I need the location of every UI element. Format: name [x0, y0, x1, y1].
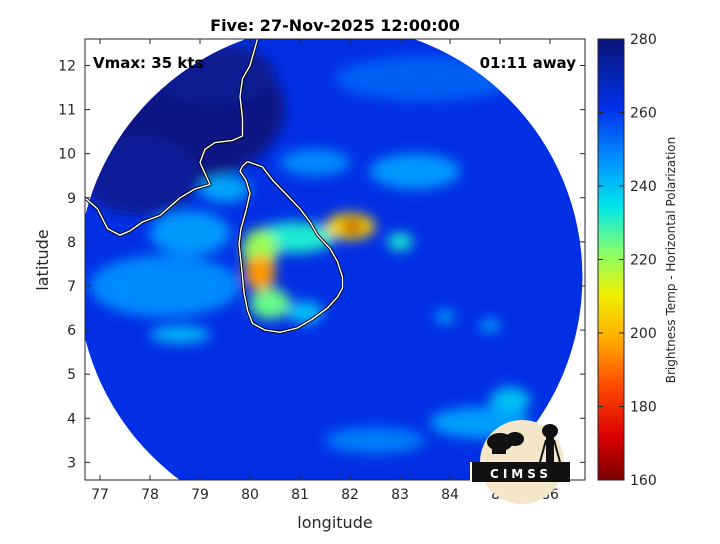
y-tick-label: 4	[67, 411, 76, 427]
x-tick-label: 84	[441, 487, 459, 503]
colorbar-tick-label: 160	[630, 473, 657, 489]
y-axis-label: latitude	[33, 229, 52, 290]
y-tick-label: 7	[67, 279, 76, 295]
y-tick-label: 3	[67, 455, 76, 471]
plot-area	[85, 39, 585, 480]
field-blob-21	[480, 319, 500, 333]
y-tick-label: 6	[67, 323, 76, 339]
y-tick-label: 12	[58, 58, 76, 74]
colorbar-label: Brightness Temp - Horizontal Polarizatio…	[664, 137, 678, 384]
y-tick-label: 8	[67, 235, 76, 251]
coastlines	[85, 39, 345, 334]
colorbar-tick-label: 200	[630, 326, 657, 342]
y-tick-label: 11	[58, 103, 76, 119]
vmax-annotation: Vmax: 35 kts	[93, 54, 203, 72]
field-blob-17	[150, 325, 210, 344]
field-blob-7	[280, 149, 350, 176]
field-blob-15	[250, 288, 290, 320]
x-tick-label: 79	[191, 487, 209, 503]
colorbar-tick-label: 280	[630, 32, 657, 48]
field-blob-3	[90, 255, 240, 317]
field-blob-8	[370, 153, 460, 189]
x-tick-label: 81	[291, 487, 309, 503]
x-axis-label: longitude	[297, 513, 372, 532]
colorbar-ticks: 160 180 200 220 240 260 280	[598, 32, 657, 489]
field-blob-18	[490, 387, 530, 414]
field-blob-20	[325, 427, 425, 454]
y-tick-label: 5	[67, 367, 76, 383]
colorbar-tick-label: 240	[630, 179, 657, 195]
cimss-logo: CIMSS	[470, 420, 570, 504]
field-blob-11	[342, 219, 363, 234]
x-tick-label: 77	[91, 487, 109, 503]
field-blob-16	[287, 301, 323, 324]
field-blob-12	[387, 233, 413, 251]
x-tick-label: 83	[391, 487, 409, 503]
x-tick-label: 82	[341, 487, 359, 503]
coastline-india	[85, 39, 259, 236]
y-axis: 3 4 5 6 7 8 9 10 11 12	[58, 58, 585, 471]
y-tick-label: 10	[58, 147, 76, 163]
x-tick-label: 78	[141, 487, 159, 503]
field-blob-22	[435, 310, 455, 324]
colorbar-tick-label: 180	[630, 400, 657, 416]
colorbar-tick-label: 260	[630, 106, 657, 122]
y-tick-label: 9	[67, 191, 76, 207]
field-blob-1	[85, 136, 200, 216]
time-away-annotation: 01:11 away	[480, 54, 577, 72]
field-blob-5	[200, 175, 250, 203]
colorbar-tick-label: 220	[630, 253, 657, 269]
field-blob-4	[150, 210, 230, 256]
chart-title: Five: 27-Nov-2025 12:00:00	[210, 16, 460, 35]
coastline-sri-lanka	[238, 160, 344, 333]
field-blob-6	[335, 56, 515, 101]
field-blob-14	[245, 255, 275, 291]
x-tick-label: 80	[241, 487, 259, 503]
cimss-logo-text: CIMSS	[490, 467, 552, 481]
axes-frame	[84, 38, 586, 481]
